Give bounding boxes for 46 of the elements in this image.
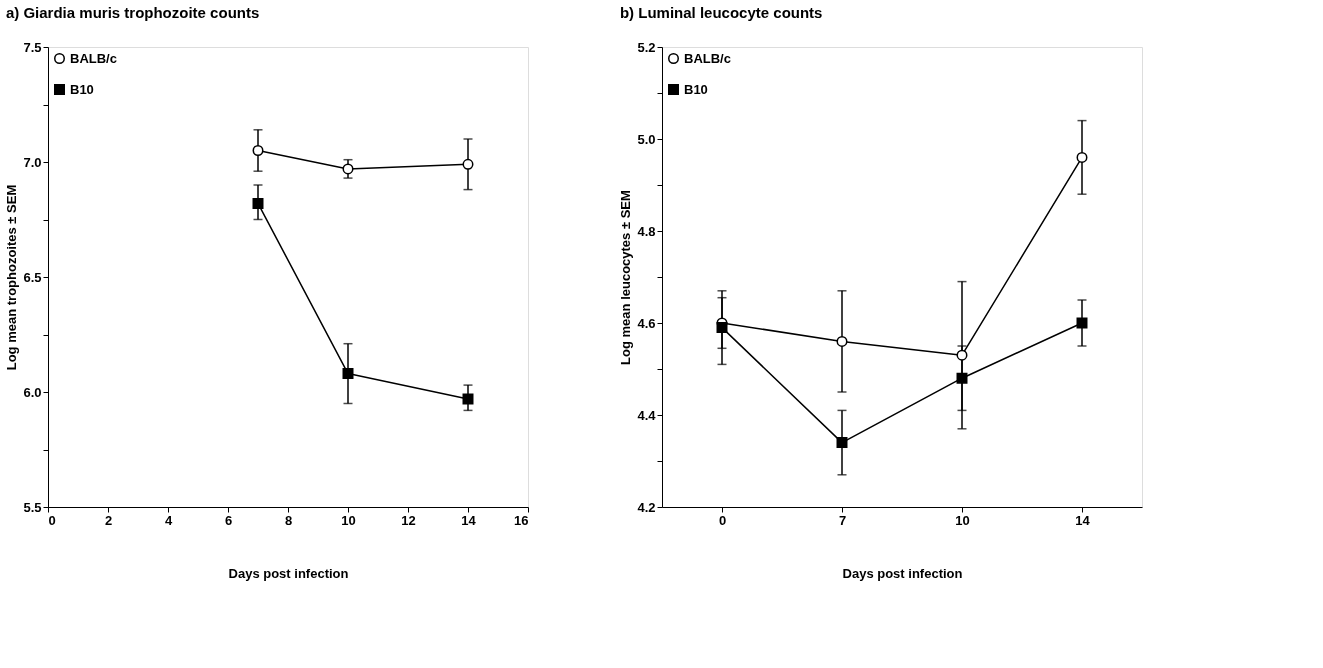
x-axis-title: Days post infection <box>842 565 963 581</box>
x-tick-label: 0 <box>48 512 56 528</box>
x-tick-label: 2 <box>104 512 113 528</box>
y-tick-label: 6.5 <box>23 269 42 285</box>
x-axis-title: Days post infection <box>228 565 349 581</box>
y-tick-label: 4.4 <box>637 407 657 423</box>
point <box>462 158 474 170</box>
point <box>956 349 968 361</box>
x-tick-label: 12 <box>401 512 416 528</box>
legend-label: BALB/c <box>684 50 731 66</box>
y-tick-label: 5.2 <box>637 39 656 55</box>
y-tick-label: 7.0 <box>23 154 42 170</box>
x-tick-label: 10 <box>955 512 970 528</box>
x-tick-label: 16 <box>514 512 529 528</box>
point <box>462 393 474 405</box>
y-tick-label: 4.2 <box>637 499 656 515</box>
point <box>716 322 728 334</box>
x-tick-label: 0 <box>718 512 727 528</box>
x-tick-label: 14 <box>461 512 477 528</box>
point <box>252 197 264 209</box>
point <box>342 368 354 380</box>
y-tick-label: 4.6 <box>637 315 656 331</box>
x-tick-label: 6 <box>224 512 233 528</box>
y-axis-title: Log mean trophozoites ± SEM <box>4 184 20 371</box>
point <box>252 145 264 156</box>
y-tick-label: 5.0 <box>637 131 656 147</box>
y-tick-label: 4.8 <box>637 223 656 239</box>
x-tick-label: 4 <box>164 512 173 528</box>
y-axis-title: Log mean leucocytes ± SEM <box>618 190 634 365</box>
point <box>956 372 968 384</box>
point <box>1076 151 1088 163</box>
x-tick-label: 7 <box>838 512 847 528</box>
y-tick-label: 5.5 <box>23 499 42 515</box>
legend-label: B10 <box>684 81 708 97</box>
x-tick-label: 8 <box>284 512 293 528</box>
chart-title: b) Luminal leucocyte counts <box>619 4 823 21</box>
x-tick-label: 14 <box>1075 512 1091 528</box>
y-tick-label: 6.0 <box>23 384 42 400</box>
point <box>836 335 848 347</box>
legend-label: B10 <box>70 81 94 97</box>
x-tick-label: 10 <box>341 512 356 528</box>
chart-title: a) Giardia muris trophozoite counts <box>5 4 260 21</box>
y-tick-label: 7.5 <box>23 39 42 55</box>
point <box>342 163 354 175</box>
point <box>836 437 848 449</box>
legend-label: BALB/c <box>70 50 117 66</box>
